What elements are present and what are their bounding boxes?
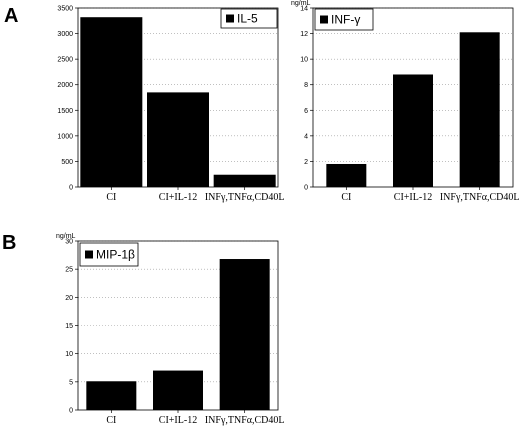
y-tick-label: 1000 <box>57 133 73 140</box>
legend-label: INF-γ <box>331 13 360 27</box>
y-tick-label: 25 <box>65 267 73 274</box>
category-label: CI <box>341 192 351 203</box>
panel-label-a: A <box>4 5 18 27</box>
y-tick-label: 0 <box>304 185 308 192</box>
category-label: INFγ,TNFα,CD40L <box>440 192 520 203</box>
y-tick-label: 15 <box>65 323 73 330</box>
category-label: CI+IL-12 <box>159 192 197 203</box>
y-tick-label: 30 <box>65 239 73 246</box>
y-tick-label: 8 <box>304 82 308 89</box>
y-tick-label: 0 <box>69 408 73 415</box>
bar <box>147 92 209 187</box>
bar <box>459 32 500 187</box>
y-tick-label: 12 <box>300 31 308 38</box>
legend-label: MIP-1β <box>96 248 135 262</box>
category-label: CI <box>106 415 116 426</box>
y-tick-label: 14 <box>300 6 308 13</box>
y-tick-label: 20 <box>65 295 73 302</box>
y-tick-label: 10 <box>65 351 73 358</box>
bar <box>153 370 203 410</box>
category-label: INFγ,TNFα,CD40L <box>205 192 285 203</box>
category-label: CI <box>106 192 116 203</box>
y-tick-label: 0 <box>69 185 73 192</box>
bar <box>326 163 367 187</box>
y-tick-label: 3000 <box>57 31 73 38</box>
y-unit-label: ng/mL <box>291 0 311 7</box>
legend-box <box>79 242 139 267</box>
bar <box>80 17 143 187</box>
legend-swatch <box>320 15 328 24</box>
category-label: CI+IL-12 <box>394 192 432 203</box>
bar <box>86 381 137 410</box>
y-tick-label: 5 <box>69 379 73 386</box>
y-tick-label: 2500 <box>57 57 73 64</box>
bar <box>393 74 433 187</box>
y-tick-label: 1500 <box>57 108 73 115</box>
legend-label: IL-5 <box>237 12 258 26</box>
legend-box <box>220 8 278 29</box>
panel-label-b: B <box>2 232 16 254</box>
legend-swatch <box>226 14 234 23</box>
bar <box>213 174 276 187</box>
category-label: INFγ,TNFα,CD40L <box>205 415 285 426</box>
y-tick-label: 6 <box>304 108 308 115</box>
legend-swatch <box>85 250 93 259</box>
y-unit-label: ng/mL <box>56 233 76 240</box>
y-tick-label: 2 <box>304 159 308 166</box>
y-tick-label: 3500 <box>57 6 73 13</box>
legend-box <box>314 8 374 31</box>
y-tick-label: 4 <box>304 133 308 140</box>
y-tick-label: 500 <box>61 159 73 166</box>
y-tick-label: 10 <box>300 57 308 64</box>
bar <box>219 259 270 410</box>
category-label: CI+IL-12 <box>159 415 197 426</box>
il5-chart: 0 500 1000 1500 2000 2500 3000 3500 CI CI+IL-12 IN… <box>57 6 284 204</box>
y-tick-label: 2000 <box>57 82 73 89</box>
